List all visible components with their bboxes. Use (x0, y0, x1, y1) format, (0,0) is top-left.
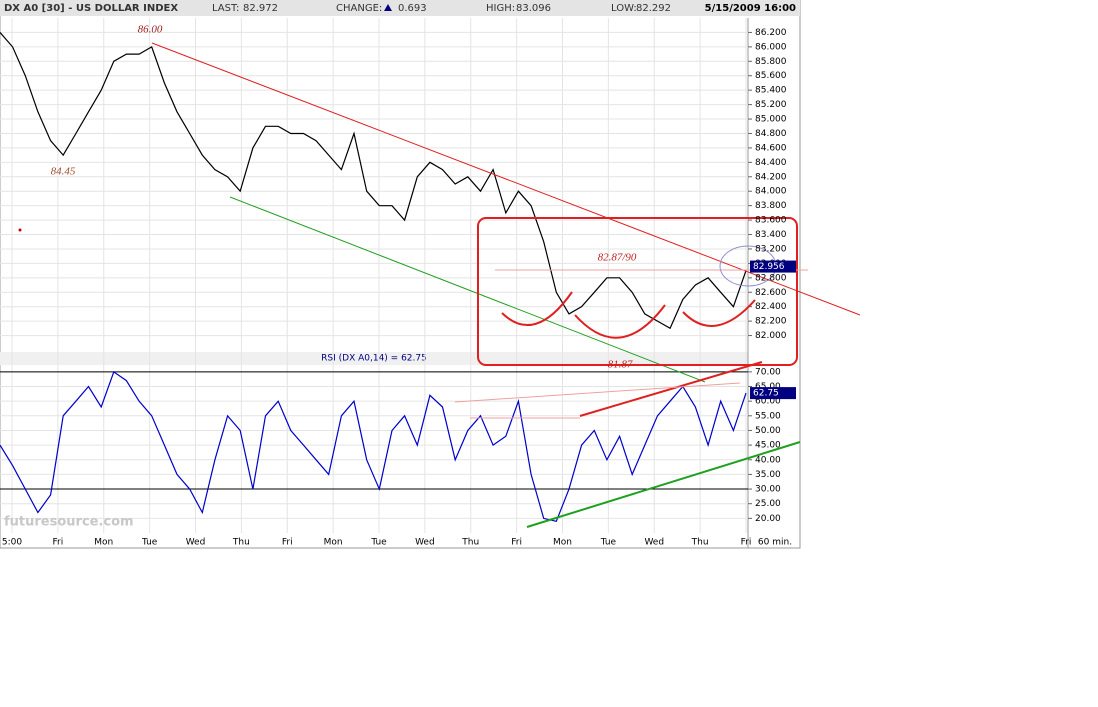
support-line (229, 196, 706, 383)
high-label: HIGH: (486, 3, 515, 14)
x-tick-label: Mon (94, 538, 113, 548)
rsi-guide (454, 382, 741, 403)
dot (18, 228, 22, 232)
x-tick-label: Tue (370, 538, 387, 548)
y-tick-label: 55.00 (755, 411, 781, 421)
y-tick-label: 85.200 (755, 100, 787, 110)
labels: 5:00 Fri Mon Tue Wed Thu Fri Mon Tue Wed Thu Fri Mon… (2, 24, 796, 548)
low-label: LOW: (611, 3, 637, 14)
y-tick-label: 83.400 (755, 230, 787, 240)
value-tag (750, 387, 796, 400)
y-tick-label: 85.600 (755, 71, 787, 81)
x-tick-label: Wed (644, 538, 664, 548)
y-tick-label: 25.00 (755, 499, 781, 509)
last: 82.972 (243, 3, 278, 14)
change: 0.693 (398, 3, 427, 14)
y-tick-label: 84.400 (755, 158, 787, 168)
x-tick-label: Fri (511, 538, 522, 548)
annotation: 81.87 (608, 359, 633, 371)
low: 82.292 (636, 3, 671, 14)
rsi-title: RSI (DX A0,14) = 62.75 (321, 354, 427, 364)
y-tick-label: 60.00 (755, 397, 781, 407)
y-tick-label: 82.200 (755, 317, 787, 327)
y-tick-label: 83.800 (755, 201, 787, 211)
y-tick-label: 84.200 (755, 172, 787, 182)
y-tick-label: 40.00 (755, 455, 781, 465)
annotation: 86.00 (138, 24, 163, 36)
price-line (0, 370, 747, 523)
x-tick-label: Wed (415, 538, 435, 548)
y-tick-label: 84.000 (755, 187, 787, 197)
value-tag-label: 62.75 (753, 389, 779, 399)
rsi-header (0, 352, 748, 365)
y-tick-label: 35.00 (755, 470, 781, 480)
y-tick-label: 84.600 (755, 143, 787, 153)
annotation: 84.45 (51, 166, 76, 178)
plot (0, 18, 752, 533)
datetime: 5/15/2009 16:00 (705, 3, 796, 14)
watermark: futuresource.com (4, 515, 134, 530)
y-tick-label: 82.600 (755, 288, 787, 298)
y-tick-label: 85.800 (755, 57, 787, 67)
price-line (0, 32, 747, 330)
y-tick-label: 82.800 (755, 273, 787, 283)
change-label: CHANGE: (336, 3, 382, 14)
x-tick-label: Thu (691, 538, 709, 548)
frame (0, 0, 801, 549)
x-tick-label: Fri (741, 538, 752, 548)
x-tick-label: Thu (461, 538, 479, 548)
y-tick-label: 85.000 (755, 115, 787, 125)
pattern-box (477, 217, 798, 366)
title: DX A0 [30] - US DOLLAR INDEX (4, 3, 178, 14)
head-arc (574, 304, 666, 339)
x-tick-label: Tue (141, 538, 158, 548)
x-tick-label: 5:00 (2, 538, 22, 548)
annotation: 82.87/90 (598, 252, 637, 264)
value-tag (750, 260, 796, 273)
shoulder-arc (682, 299, 756, 327)
y-tick-label: 20.00 (755, 514, 781, 524)
y-tick-label: 50.00 (755, 426, 781, 436)
rsi-trend (579, 361, 763, 417)
drawings (18, 42, 861, 528)
x-tick-label: Fri (53, 538, 64, 548)
y-tick-label: 83.600 (755, 216, 787, 226)
y-tick-label: 83.200 (755, 244, 787, 254)
rsi-support (526, 441, 801, 528)
y-tick-label: 84.800 (755, 129, 787, 139)
y-tick-label: 86.200 (755, 28, 787, 38)
y-tick-label: 45.00 (755, 441, 781, 451)
header-bar (0, 0, 800, 16)
y-tick-label: 85.400 (755, 86, 787, 96)
y-tick-label: 82.400 (755, 302, 787, 312)
y-tick-label: 82.000 (755, 331, 787, 341)
x-tick-label: Wed (186, 538, 206, 548)
interval-label: 60 min. (758, 538, 792, 548)
up-arrow (384, 4, 392, 11)
value-tag-label: 82.956 (753, 262, 785, 272)
x-tick-label: Tue (600, 538, 617, 548)
shoulder-arc (501, 291, 573, 326)
y-tick-label: 86.000 (755, 42, 787, 52)
y-tick-label: 70.00 (755, 367, 781, 377)
x-tick-label: Fri (282, 538, 293, 548)
y-tick-label: 65.00 (755, 382, 781, 392)
x-tick-label: Thu (232, 538, 250, 548)
x-tick-label: Mon (553, 538, 572, 548)
x-tick-label: Mon (324, 538, 343, 548)
high: 83.096 (516, 3, 551, 14)
y-tick-label: 30.00 (755, 485, 781, 495)
last-label: LAST: (212, 3, 239, 14)
